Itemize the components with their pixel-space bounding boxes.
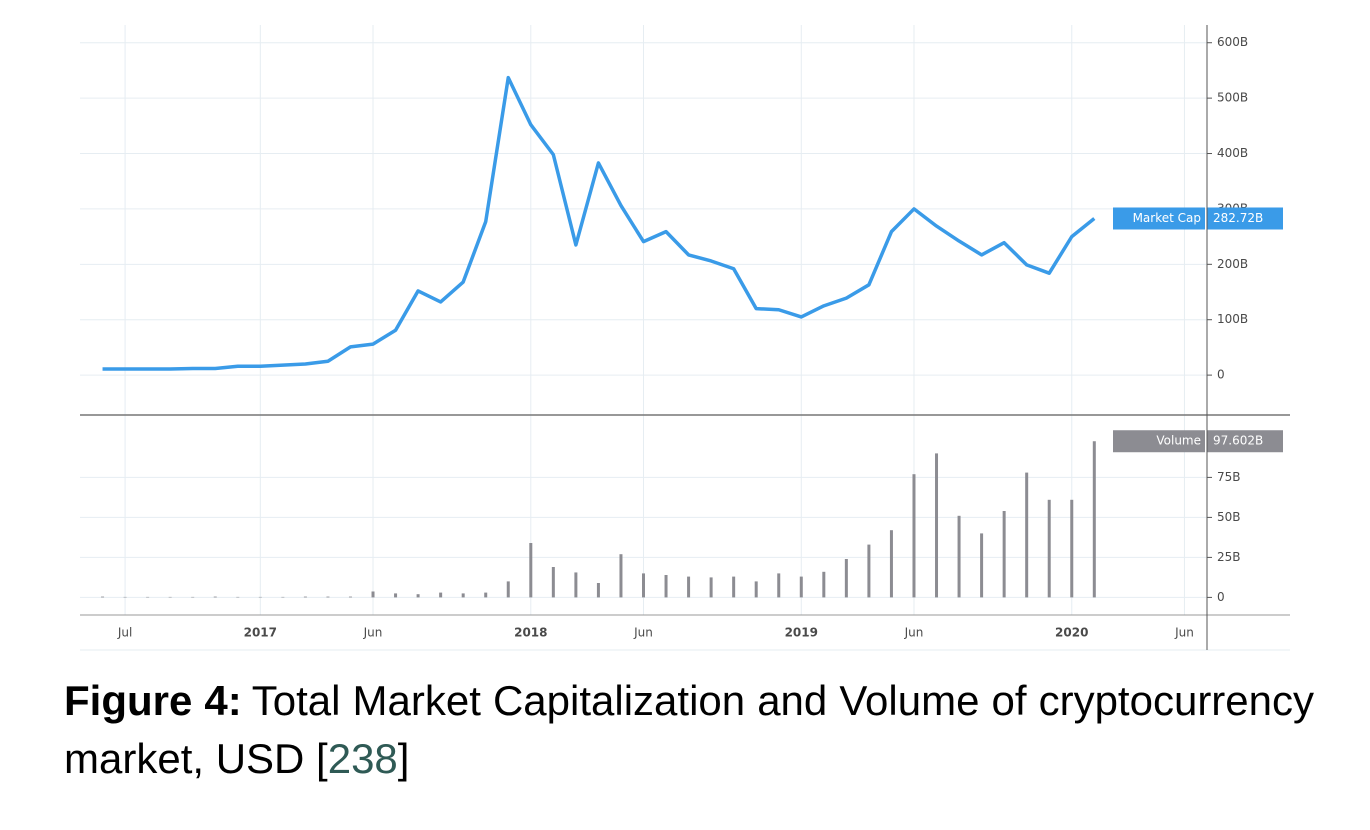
- legend-label: Market Cap: [1133, 211, 1201, 225]
- bar: [1070, 499, 1074, 598]
- caption-label: Figure 4:: [64, 677, 242, 724]
- tag-bg: [1113, 430, 1205, 453]
- x-tick-label: Jun: [363, 626, 383, 640]
- bar: [912, 474, 916, 598]
- bar: [957, 515, 961, 598]
- y-tick-label: 500B: [1217, 91, 1248, 105]
- bar: [416, 594, 420, 598]
- bar: [844, 559, 848, 598]
- bar: [822, 571, 826, 598]
- bar: [303, 596, 307, 598]
- caption: Figure 4: Total Market Capitalization and…: [64, 672, 1314, 788]
- bar: [371, 591, 375, 598]
- caption-ref[interactable]: 238: [327, 735, 398, 782]
- bar: [935, 453, 939, 598]
- bar: [326, 596, 330, 598]
- bar: [551, 567, 555, 598]
- bar: [574, 572, 578, 598]
- bar: [101, 596, 105, 598]
- bar: [1092, 441, 1096, 598]
- bar: [867, 544, 871, 598]
- caption-text: Total Market Capitalization and Volume o…: [64, 677, 1315, 782]
- bar: [213, 596, 217, 598]
- y-tick-label: 100B: [1217, 312, 1248, 326]
- bar: [709, 577, 713, 598]
- y-tick-label: 400B: [1217, 146, 1248, 160]
- x-tick-label: Jul: [117, 626, 132, 640]
- x-tick-label: 2017: [244, 626, 277, 640]
- x-tick-label: 2019: [785, 626, 818, 640]
- tag-bg: [1207, 207, 1283, 230]
- bar: [687, 576, 691, 598]
- x-tick-label: 2020: [1055, 626, 1088, 640]
- y-tick-label: 75B: [1217, 470, 1241, 484]
- bar: [619, 554, 623, 598]
- bar: [439, 592, 443, 598]
- bar: [1047, 499, 1051, 598]
- legend-label: Volume: [1156, 434, 1201, 448]
- bar: [348, 596, 352, 598]
- x-tick-label: Jun: [633, 626, 653, 640]
- x-tick-label: Jun: [904, 626, 924, 640]
- y-tick-label: 0: [1217, 368, 1225, 382]
- bar: [799, 576, 803, 598]
- y-tick-label: 0: [1217, 590, 1225, 604]
- tag-bg: [1207, 430, 1283, 453]
- bar: [664, 575, 668, 598]
- bar: [777, 573, 781, 598]
- bar: [529, 543, 533, 598]
- x-tick-label: 2018: [514, 626, 547, 640]
- bar: [980, 533, 984, 598]
- y-tick-label: 200B: [1217, 257, 1248, 271]
- y-tick-label: 25B: [1217, 550, 1241, 564]
- bar: [596, 583, 600, 598]
- tag-bg: [1113, 207, 1205, 230]
- bar: [506, 581, 510, 598]
- bar: [461, 593, 465, 598]
- y-tick-label: 50B: [1217, 510, 1241, 524]
- bar: [642, 573, 645, 598]
- value-label: 282.72B: [1213, 211, 1263, 225]
- bar: [484, 592, 488, 598]
- bar: [1002, 511, 1006, 598]
- bar: [394, 593, 398, 598]
- value-label: 97.602B: [1213, 434, 1263, 448]
- bar: [732, 576, 736, 598]
- chart: 0100B200B300B400B500B600BMarket Cap282.7…: [80, 25, 1290, 651]
- caption-close: ]: [397, 735, 410, 782]
- bar: [1025, 472, 1029, 598]
- bar: [754, 581, 758, 598]
- y-tick-label: 600B: [1217, 35, 1248, 49]
- bar: [889, 530, 893, 598]
- x-tick-label: Jun: [1174, 626, 1194, 640]
- line: [102, 75, 1096, 371]
